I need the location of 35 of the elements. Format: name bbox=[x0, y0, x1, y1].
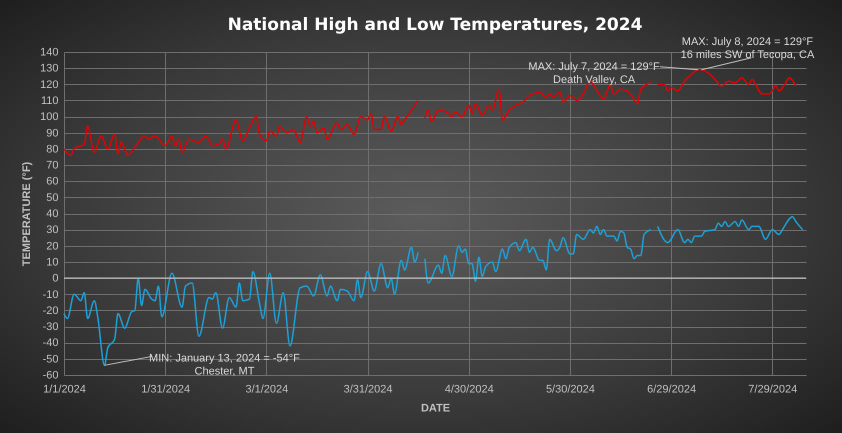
y-tick-label: 20 bbox=[46, 240, 58, 252]
y-tick-label: -20 bbox=[42, 304, 58, 317]
x-tick-label: 1/1/2024 bbox=[43, 384, 86, 396]
y-tick-label: -60 bbox=[42, 370, 58, 382]
y-tick-label: 0 bbox=[52, 272, 58, 285]
y-tick-label: 140 bbox=[40, 46, 58, 58]
y-tick-label: 10 bbox=[46, 256, 58, 268]
y-tick-label: -30 bbox=[42, 321, 58, 334]
x-tick-label: 4/30/2024 bbox=[444, 384, 494, 396]
y-tick-label: 60 bbox=[46, 176, 58, 188]
annotation: MAX: July 8, 2024 = 129°F 16 miles SW of Tecopa, CA bbox=[680, 36, 815, 61]
x-axis-title: DATE bbox=[420, 402, 450, 414]
y-tick-label: 110 bbox=[40, 94, 58, 107]
x-tick-label: 6/29/2024 bbox=[647, 384, 696, 396]
annotation: MAX: July 7, 2024 = 129°F Death Valley, CA bbox=[528, 60, 660, 86]
y-tick-label: 50 bbox=[46, 192, 58, 204]
x-tick-label: 1/31/2024 bbox=[141, 384, 190, 396]
y-tick-label: 40 bbox=[46, 208, 58, 220]
y-tick-label: 80 bbox=[46, 143, 58, 156]
x-tick-label: 5/30/2024 bbox=[546, 384, 595, 396]
y-tick-label: 90 bbox=[46, 127, 58, 140]
annotation: MIN: January 13, 2024 = -54°F Chester, MT bbox=[149, 352, 300, 378]
chart-title: National High and Low Temperatures, 2024 bbox=[228, 14, 643, 35]
x-tick-label: 3/1/2024 bbox=[245, 384, 288, 396]
y-tick-label: 130 bbox=[40, 62, 58, 75]
y-tick-label: 100 bbox=[40, 111, 58, 124]
x-tick-label: 7/29/2024 bbox=[748, 384, 798, 396]
y-axis-title: TEMPERATURE (°F) bbox=[21, 161, 34, 266]
y-tick-label: -40 bbox=[42, 337, 58, 350]
x-tick-label: 3/31/2024 bbox=[344, 384, 393, 396]
y-tick-label: 30 bbox=[46, 224, 58, 236]
y-tick-label: 70 bbox=[46, 160, 58, 172]
y-tick-label: -10 bbox=[42, 288, 58, 301]
y-tick-label: -50 bbox=[42, 353, 58, 366]
y-tick-label: 120 bbox=[40, 78, 58, 91]
